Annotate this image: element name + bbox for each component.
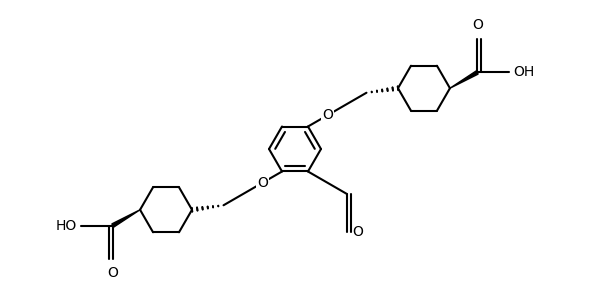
Text: HO: HO: [56, 218, 77, 232]
Text: O: O: [472, 18, 483, 32]
Polygon shape: [450, 71, 478, 88]
Text: O: O: [107, 266, 118, 280]
Text: OH: OH: [513, 66, 534, 80]
Text: O: O: [322, 108, 333, 122]
Text: O: O: [352, 225, 363, 239]
Polygon shape: [112, 210, 140, 227]
Text: O: O: [257, 176, 268, 190]
